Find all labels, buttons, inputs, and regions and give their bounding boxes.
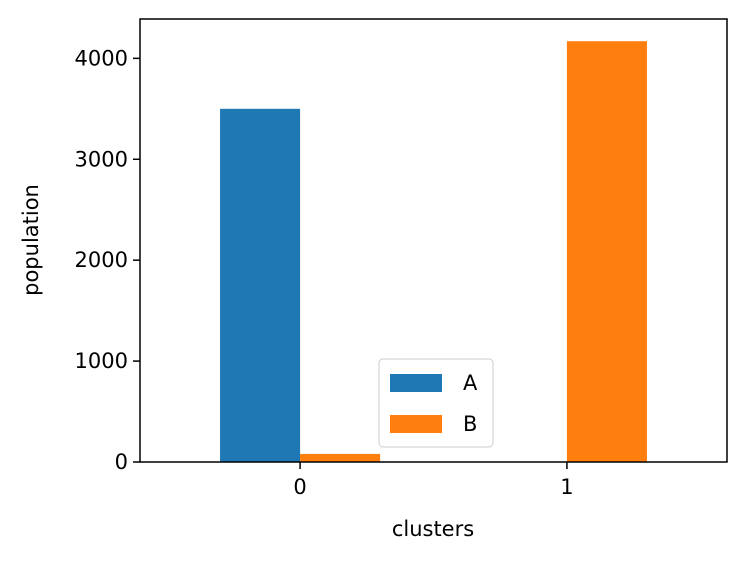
y-tick-label: 0 xyxy=(115,450,128,474)
legend-swatch-a xyxy=(390,374,442,392)
x-tick-label: 1 xyxy=(560,475,573,499)
legend-label-b: B xyxy=(463,412,477,436)
y-axis-ticks: 0 1000 2000 3000 4000 xyxy=(75,46,140,474)
x-axis-label: clusters xyxy=(392,517,474,541)
y-tick-label: 3000 xyxy=(75,147,128,171)
y-tick-label: 2000 xyxy=(75,248,128,272)
legend-label-a: A xyxy=(463,371,478,395)
bar-b-1 xyxy=(566,41,647,463)
y-tick-label: 4000 xyxy=(75,46,128,70)
y-axis-label: population xyxy=(19,184,43,296)
bars xyxy=(220,41,647,463)
x-tick-label: 0 xyxy=(293,475,306,499)
bar-b-0 xyxy=(300,453,381,462)
bar-a-0 xyxy=(220,108,301,462)
legend[interactable]: A B xyxy=(378,358,494,448)
plot-frame xyxy=(139,18,728,463)
y-tick-label: 1000 xyxy=(75,349,128,373)
legend-swatch-b xyxy=(390,415,442,433)
